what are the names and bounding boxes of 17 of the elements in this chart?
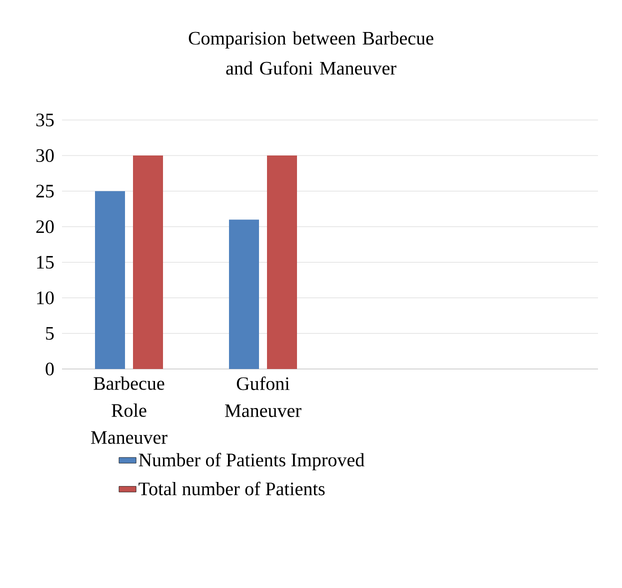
- y-tick-label: 0: [46, 362, 54, 376]
- chart-title: Comparision between Barbecue and Gufoni Maneuver: [188, 31, 434, 75]
- y-tick-label: 15: [37, 256, 54, 269]
- bar: [267, 156, 297, 369]
- y-tick-label: 10: [37, 291, 54, 304]
- x-tick-label: Gufoni Maneuver: [225, 376, 302, 418]
- y-tick-label: 5: [46, 327, 54, 340]
- legend-label: Number of Patients Improved: [138, 452, 364, 470]
- x-tick-label: Barbecue Role Maneuver: [91, 376, 168, 444]
- bar: [95, 191, 126, 369]
- y-tick-label: 35: [36, 114, 54, 126]
- bar: [229, 220, 259, 369]
- legend-label: Total number of Patients: [138, 482, 325, 496]
- y-tick-label: 30: [36, 149, 54, 162]
- y-tick-label: 25: [36, 184, 54, 198]
- bar: [133, 156, 163, 369]
- y-tick-label: 20: [36, 220, 54, 234]
